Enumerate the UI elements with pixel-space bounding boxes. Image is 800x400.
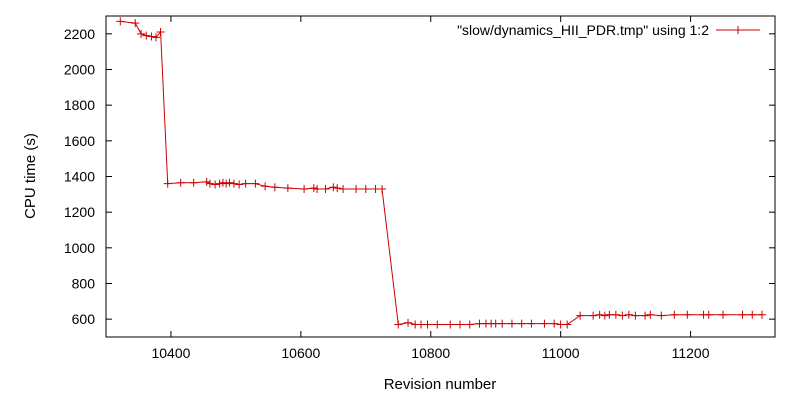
data-point [333,184,342,193]
data-point [507,319,516,328]
y-tick-label: 800 [72,276,96,292]
data-point [618,311,627,320]
x-tick-label: 10400 [151,345,190,361]
legend-label: "slow/dynamics_HII_PDR.tmp" using 1:2 [457,22,709,38]
data-point [225,178,234,187]
data-point [738,310,747,319]
data-point [517,319,526,328]
data-point [152,33,161,42]
legend: "slow/dynamics_HII_PDR.tmp" using 1:2 [457,22,760,38]
data-point [309,184,318,193]
data-point [624,310,633,319]
data-point [202,177,211,186]
data-point [595,310,604,319]
y-tick-label: 1800 [64,97,95,113]
data-point [704,310,713,319]
data-point [455,320,464,329]
data-point [646,310,655,319]
y-tick-label: 2000 [64,62,95,78]
data-point [423,320,432,329]
x-tick-label: 11000 [542,345,580,361]
x-tick-label: 11200 [672,345,710,361]
series-line [120,20,762,326]
y-tick-label: 1000 [64,240,95,256]
data-point [163,179,172,188]
data-point [251,179,260,188]
y-tick-label: 1400 [64,169,95,185]
data-point [550,319,559,328]
data-point [241,179,250,188]
data-point [498,319,507,328]
data-point [433,320,442,329]
y-axis: 600 800 1000 1200 1400 1600 1800 2000 2200 [64,26,775,327]
data-point [670,310,679,319]
data-point [329,183,338,192]
data-point [404,318,413,327]
data-point [313,184,322,193]
x-tick-label: 10800 [411,345,450,361]
data-point [142,31,151,40]
y-axis-title: CPU time (s) [22,133,39,219]
data-point [394,320,403,329]
data-point [205,179,214,188]
data-point [352,184,361,193]
data-point [270,183,279,192]
legend-marker [734,26,742,34]
data-point [378,184,387,193]
data-point [563,320,572,329]
data-point [229,179,238,188]
data-point [189,178,198,187]
data-point [446,320,455,329]
data-point [719,310,728,319]
y-tick-label: 1200 [64,204,95,220]
data-point [465,320,474,329]
x-axis: 10400 10600 10800 11000 11200 [151,16,710,361]
data-point [339,184,348,193]
data-point [576,311,585,320]
x-tick-label: 10600 [281,345,320,361]
data-point [641,311,650,320]
data-point [527,319,536,328]
data-point [211,180,220,189]
data-point [235,180,244,189]
data-point [600,311,609,320]
data-point [657,311,666,320]
series-group [116,17,767,329]
data-point [283,184,292,193]
y-tick-label: 600 [72,311,96,327]
data-point [683,310,692,319]
data-point [748,310,757,319]
data-point [321,184,330,193]
data-point [176,178,185,187]
data-point [300,184,309,193]
data-point [589,311,598,320]
y-tick-label: 2200 [64,26,95,42]
data-point [611,310,620,319]
data-point [156,28,165,37]
y-tick-label: 1600 [64,133,95,149]
data-point [758,310,767,319]
data-point [147,32,156,41]
data-point [137,29,146,38]
data-point [361,184,370,193]
data-point [131,19,140,28]
data-point [116,17,125,26]
data-point [540,319,549,328]
data-point [222,179,231,188]
plot-frame [105,15,776,338]
x-axis-title: Revision number [384,376,497,393]
data-point [261,182,270,191]
data-point [631,311,640,320]
